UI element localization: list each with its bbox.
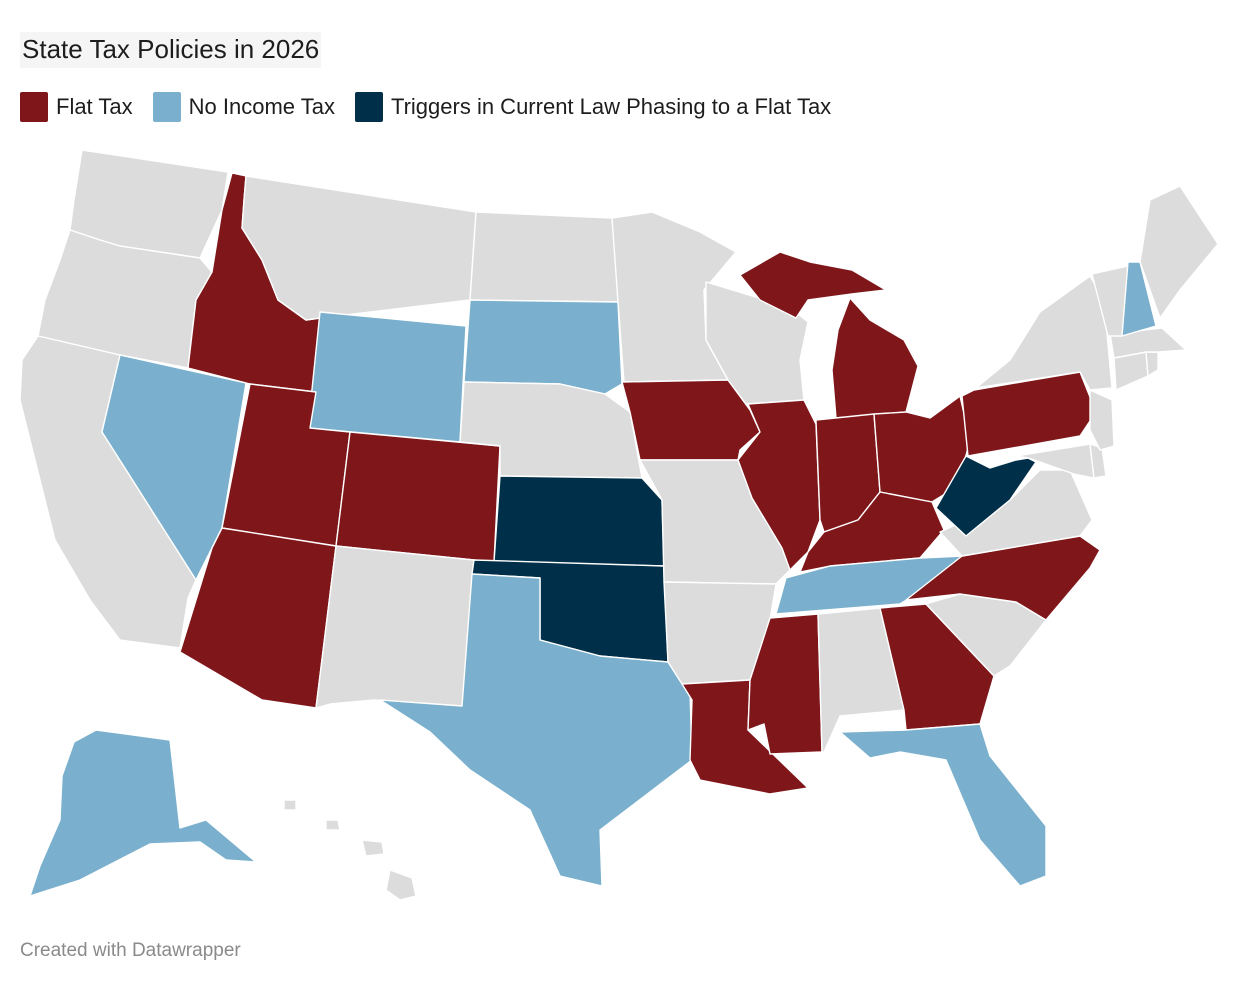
legend-label-flat-tax: Flat Tax <box>56 94 133 119</box>
state-nh[interactable] <box>1121 261 1157 337</box>
state-ks[interactable] <box>493 475 665 567</box>
chart-title: State Tax Policies in 2026 <box>20 32 322 68</box>
state-co[interactable] <box>335 431 501 563</box>
state-nm[interactable] <box>315 545 475 709</box>
us-map <box>0 130 1240 920</box>
state-mi-lower[interactable] <box>831 297 919 419</box>
legend: Flat Tax No Income Tax Triggers in Curre… <box>20 92 851 122</box>
state-ky[interactable] <box>799 491 945 573</box>
state-nd[interactable] <box>469 211 623 303</box>
legend-label-triggers: Triggers in Current Law Phasing to a Fla… <box>390 94 832 119</box>
hawaii-islands <box>283 799 417 901</box>
state-hi-maui[interactable] <box>361 839 385 857</box>
state-ma[interactable] <box>1109 327 1187 359</box>
state-hi-oahu[interactable] <box>325 819 341 831</box>
state-ny[interactable] <box>975 275 1113 391</box>
state-wy[interactable] <box>307 311 467 443</box>
credit-text: Created with Datawrapper <box>20 940 241 961</box>
state-fl[interactable] <box>839 723 1047 887</box>
state-nj[interactable] <box>1089 389 1115 451</box>
state-va[interactable] <box>939 469 1093 557</box>
state-hi-kauai[interactable] <box>283 799 297 811</box>
legend-swatch-triggers <box>354 92 383 122</box>
state-mi-upper[interactable] <box>739 251 887 319</box>
state-tx[interactable] <box>379 573 693 887</box>
legend-swatch-no-income-tax <box>152 92 181 122</box>
legend-item-no-income-tax: No Income Tax <box>152 92 335 122</box>
legend-item-flat-tax: Flat Tax <box>20 92 133 122</box>
us-map-svg <box>19 149 1219 901</box>
legend-label-no-income-tax: No Income Tax <box>188 94 335 119</box>
state-me[interactable] <box>1139 185 1219 319</box>
state-mt[interactable] <box>241 175 477 321</box>
state-mn[interactable] <box>611 211 737 383</box>
state-il[interactable] <box>737 399 821 571</box>
legend-item-triggers: Triggers in Current Law Phasing to a Fla… <box>354 92 832 122</box>
state-hi-big-island[interactable] <box>385 869 417 901</box>
legend-swatch-flat-tax <box>20 92 48 122</box>
state-sd[interactable] <box>463 299 623 395</box>
state-ak[interactable] <box>29 729 257 897</box>
state-ri[interactable] <box>1145 351 1159 377</box>
